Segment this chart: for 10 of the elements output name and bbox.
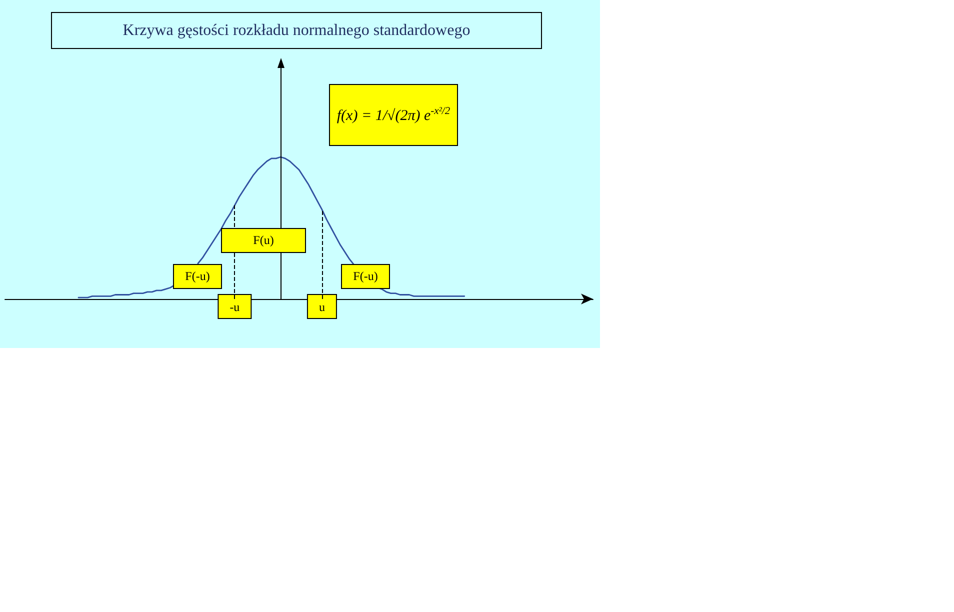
chart-title: Krzywa gęstości rozkładu normalnego standardowego (122, 22, 470, 40)
label-box: F(-u) (173, 264, 222, 289)
label-box: F(u) (221, 228, 306, 253)
label-box: F(-u) (341, 264, 390, 289)
annotation: F(-u) (185, 269, 210, 284)
x-tick-label: u (318, 300, 325, 314)
label-box: f(x) = 1/√(2π) e$^{-x²/2}$ (329, 84, 458, 146)
annotation: F(-u) (353, 269, 378, 284)
x-tick-label: -u (230, 300, 240, 314)
annotation: F(u) (253, 233, 274, 248)
